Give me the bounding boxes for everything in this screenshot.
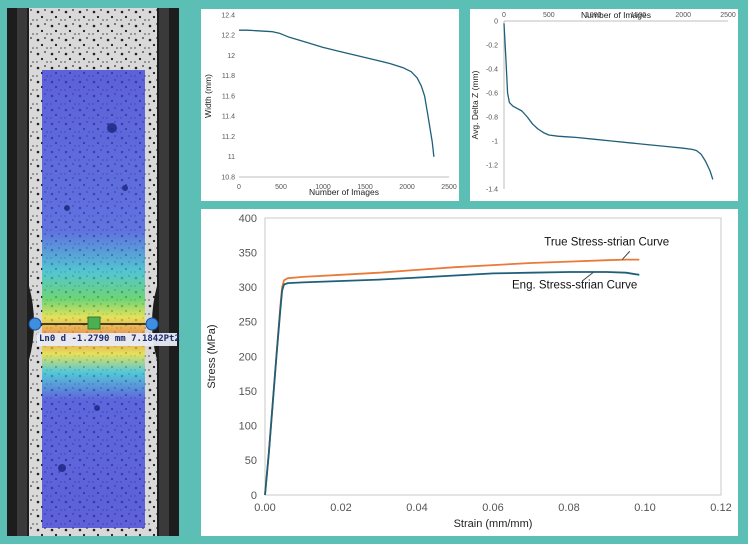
x-tick-label: 0.10 [634, 502, 655, 514]
x-tick-label: 1000 [315, 184, 331, 191]
x-tick-label: 0.08 [558, 502, 579, 514]
y-tick-label: 11.8 [222, 73, 235, 80]
x-tick-label: 1500 [357, 184, 373, 191]
y-axis-label: Width (mm) [203, 74, 213, 118]
y-tick-label: 100 [239, 421, 257, 433]
y-tick-label: 11.4 [222, 114, 235, 121]
y-tick-label: -0.6 [486, 90, 498, 97]
stress-strain-chart: 0 50 100 150 200 250 300 350 400 0.00 0.02 0.04 0.06… [206, 213, 732, 530]
specimen-image [7, 8, 179, 536]
x-tick-label: 0.02 [330, 502, 351, 514]
x-tick-label: 1000 [586, 12, 602, 19]
series-line-1 [239, 29, 435, 157]
y-tick-label: 0 [494, 18, 498, 25]
y-tick-label: 150 [239, 386, 257, 398]
x-tick-label: 0.06 [482, 502, 503, 514]
deltaz-chart: 0 -0.2 -0.4 -0.6 -0.8 -1 -1.2 -1.4 0 500 1000 1500 2… [470, 10, 736, 193]
x-tick-label: 500 [543, 12, 555, 19]
series-line-1 [503, 23, 714, 180]
y-axis-label: Avg. Delta Z (mm) [470, 70, 480, 139]
measurement-label: Ln0 d -1.2790 mm 7.1842Pt2 [39, 334, 180, 344]
y-tick-label: 12 [227, 53, 235, 60]
x-tick-label: 0 [237, 184, 241, 191]
y-tick-label: 300 [239, 282, 257, 294]
width-chart: 10.8 11 11.2 11.4 11.6 11.8 12 12.2 12.4 0 500 1000… [203, 12, 457, 197]
x-tick-label: 2500 [720, 12, 736, 19]
y-tick-label: 12.4 [221, 12, 235, 19]
y-tick-label: 12.2 [221, 33, 235, 40]
eng-curve-leader [581, 271, 595, 282]
x-axis-label: Number of Images [581, 10, 651, 20]
y-tick-label: -1.2 [486, 162, 498, 169]
x-axis-label: Strain (mm/mm) [454, 518, 533, 530]
series-line-2 [264, 271, 640, 496]
y-axis-label: Stress (MPa) [206, 324, 218, 388]
deltaz-chart-panel: 0 -0.2 -0.4 -0.6 -0.8 -1 -1.2 -1.4 0 500 1000 1500 2… [470, 9, 738, 201]
y-tick-label: 11.6 [222, 93, 235, 100]
stress-strain-chart-panel: 0 50 100 150 200 250 300 350 400 0.00 0.02 0.04 0.06… [201, 209, 738, 536]
y-tick-label: 50 [245, 455, 257, 467]
x-tick-label: 2000 [399, 184, 415, 191]
y-tick-label: 11 [228, 154, 235, 161]
x-tick-label: 2000 [675, 12, 691, 19]
width-chart-panel: 10.8 11 11.2 11.4 11.6 11.8 12 12.2 12.4 0 500 1000… [201, 9, 459, 201]
true-curve-label: True Stress-strian Curve [544, 237, 669, 249]
x-axis-label: Number of Images [309, 187, 379, 197]
x-tick-label: 0.04 [406, 502, 427, 514]
x-tick-label: 2500 [441, 184, 457, 191]
plot-area [264, 217, 722, 496]
specimen-panel: Ln0 d -1.2790 mm 7.1842Pt2 [7, 8, 180, 536]
y-tick-label: 10.8 [221, 174, 235, 181]
x-tick-label: 0 [502, 12, 506, 19]
y-tick-label: 0 [251, 490, 257, 502]
y-tick-label: 200 [239, 351, 257, 363]
y-tick-label: -0.8 [486, 114, 498, 121]
series-line-1 [264, 258, 640, 496]
y-tick-label: -0.4 [486, 66, 498, 73]
y-tick-label: -1.4 [486, 186, 498, 193]
y-tick-label: -0.2 [486, 42, 498, 49]
true-curve-leader [621, 250, 631, 260]
eng-curve-label: Eng. Stress-strian Curve [512, 280, 637, 292]
y-tick-label: 350 [239, 247, 257, 259]
y-tick-label: -1 [492, 138, 498, 145]
x-tick-label: 1500 [631, 12, 647, 19]
x-tick-label: 0.12 [710, 502, 731, 514]
y-tick-label: 250 [239, 317, 257, 329]
x-tick-label: 500 [275, 184, 287, 191]
y-tick-label: 11.2 [222, 134, 235, 141]
x-tick-label: 0.00 [254, 502, 275, 514]
y-tick-label: 400 [239, 213, 257, 225]
